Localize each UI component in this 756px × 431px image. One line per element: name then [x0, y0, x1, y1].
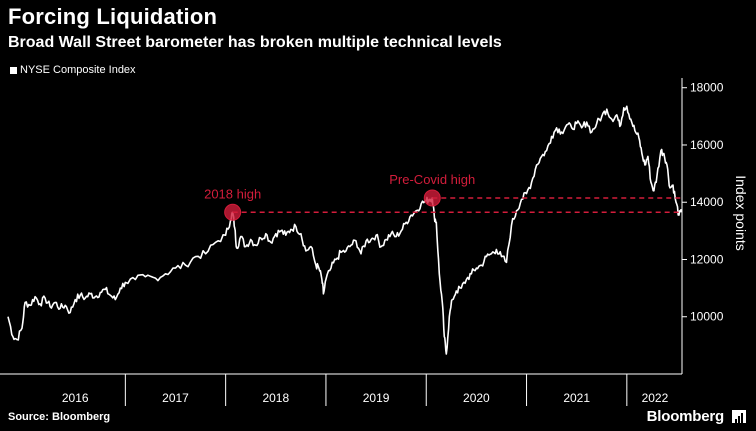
- legend-label: NYSE Composite Index: [20, 64, 136, 76]
- x-tick-label: 2016: [62, 391, 89, 405]
- y-axis-label: Index points: [733, 175, 749, 251]
- bloomberg-logo: Bloomberg: [646, 408, 725, 425]
- x-tick-label: 2022: [642, 391, 669, 405]
- chart-subtitle: Broad Wall Street barometer has broken m…: [8, 34, 502, 51]
- x-tick-label: 2020: [463, 391, 490, 405]
- legend: NYSE Composite Index: [10, 64, 136, 76]
- annotation-marker-1: [224, 203, 242, 221]
- bloomberg-chart-icon: [732, 410, 746, 423]
- x-tick-label: 2018: [262, 391, 289, 405]
- x-tick-label: 2021: [563, 391, 590, 405]
- x-tick-label: 2017: [162, 391, 189, 405]
- y-tick-label: 16000: [690, 138, 724, 152]
- chart-title: Forcing Liquidation: [8, 4, 218, 29]
- legend-swatch: [10, 66, 17, 74]
- source-note: Source: Bloomberg: [8, 411, 111, 423]
- annotation-label-2: Pre-Covid high: [389, 172, 475, 187]
- y-tick-label: 18000: [690, 81, 724, 95]
- series-line-nyse-composite: [7, 105, 683, 355]
- annotation-label-1: 2018 high: [204, 186, 261, 201]
- x-tick-label: 2019: [363, 391, 390, 405]
- y-tick-label: 14000: [690, 195, 724, 209]
- annotation-marker-2: [423, 189, 441, 207]
- y-tick-label: 10000: [690, 310, 724, 324]
- y-tick-label: 12000: [690, 252, 724, 266]
